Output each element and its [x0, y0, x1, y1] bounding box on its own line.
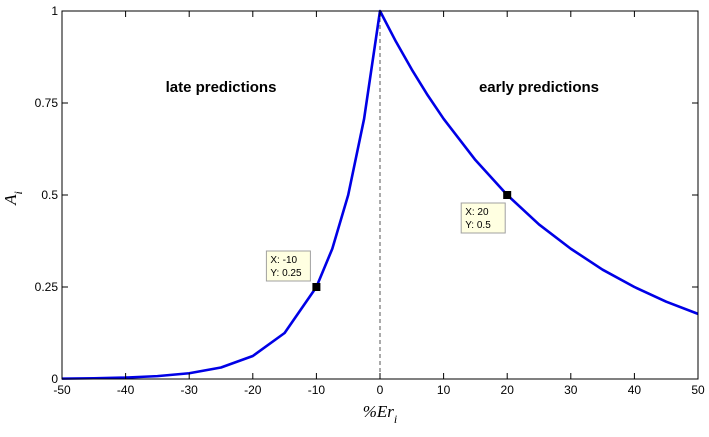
x-tick-label: 20	[501, 383, 515, 397]
x-tick-label: -10	[308, 383, 326, 397]
y-tick-label: 0.5	[41, 188, 58, 202]
annotation-label: late predictions	[166, 79, 277, 96]
x-tick-label: 40	[628, 383, 642, 397]
datatip-y-text: Y: 0.5	[465, 220, 491, 231]
x-axis-label: %Eri	[363, 402, 398, 426]
datatip-marker[interactable]	[312, 283, 321, 291]
y-tick-label: 0.25	[35, 280, 59, 294]
x-tick-label: -30	[181, 383, 199, 397]
y-tick-label: 0.75	[35, 96, 59, 110]
datatip-x-text: X: -10	[270, 255, 297, 266]
annotation-layer: late predictions early predictions	[166, 79, 599, 96]
x-axis-label-main: %Er	[363, 402, 395, 421]
x-tick-label: 0	[377, 383, 384, 397]
datatip-y-text: Y: 0.25	[270, 268, 302, 279]
x-axis: -50 -40 -30 -20 -10 0 10 20 30 40 50	[53, 11, 705, 397]
annotation-label: early predictions	[479, 79, 599, 96]
x-tick-label: 50	[691, 383, 705, 397]
datatip[interactable]: X: 20 Y: 0.5	[460, 191, 512, 234]
datatip[interactable]: X: -10 Y: 0.25	[265, 250, 321, 291]
x-tick-label: 30	[564, 383, 578, 397]
x-tick-label: 10	[437, 383, 451, 397]
y-tick-label: 1	[51, 4, 58, 18]
datatip-marker[interactable]	[503, 191, 512, 199]
y-tick-label: 0	[51, 372, 58, 386]
x-tick-label: -40	[117, 383, 135, 397]
y-axis-label-main: A	[1, 194, 20, 206]
x-tick-label: -50	[53, 383, 71, 397]
datatip-box	[265, 250, 311, 282]
y-axis-label: Ai	[1, 191, 25, 206]
y-axis: 0 0.25 0.5 0.75 1	[35, 4, 698, 386]
y-axis-label-subscript: i	[11, 191, 25, 194]
x-axis-label-subscript: i	[394, 412, 397, 426]
datatip-x-text: X: 20	[465, 207, 489, 218]
datatip-layer: X: -10 Y: 0.25 X: 20 Y: 0.5	[265, 191, 512, 291]
datatip-box	[460, 202, 506, 234]
x-tick-label: -20	[244, 383, 262, 397]
